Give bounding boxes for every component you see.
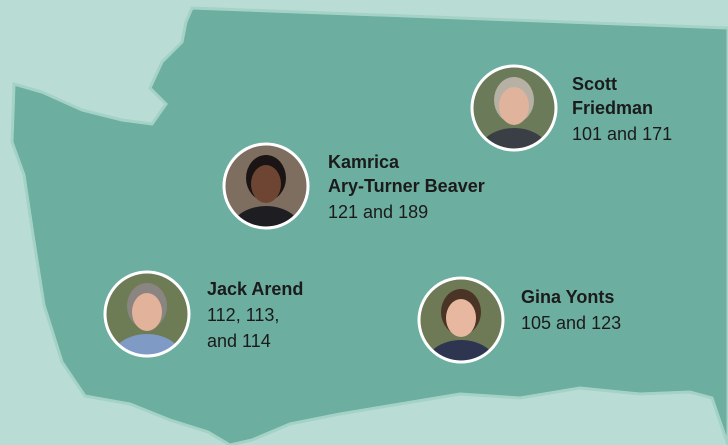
person-districts: 121 and 189 xyxy=(328,202,428,222)
photo-face xyxy=(446,299,476,337)
person-name: Scott xyxy=(572,74,617,94)
person-name: Gina Yonts xyxy=(521,287,614,307)
photo-face xyxy=(499,87,529,125)
person-name: Jack Arend xyxy=(207,279,303,299)
person-name: Friedman xyxy=(572,98,653,118)
person-districts: 105 and 123 xyxy=(521,313,621,333)
person-name: Ary-Turner Beaver xyxy=(328,176,485,196)
person-districts: 112, 113, xyxy=(207,305,279,325)
map-graphic: Scott Friedman 101 and 171 Kamrica Ary-Turne… xyxy=(0,0,728,445)
person-districts: 101 and 171 xyxy=(572,124,672,144)
photo-face xyxy=(132,293,162,331)
person-name: Kamrica xyxy=(328,152,400,172)
photo-face xyxy=(251,165,281,203)
person-districts: and 114 xyxy=(207,331,271,351)
